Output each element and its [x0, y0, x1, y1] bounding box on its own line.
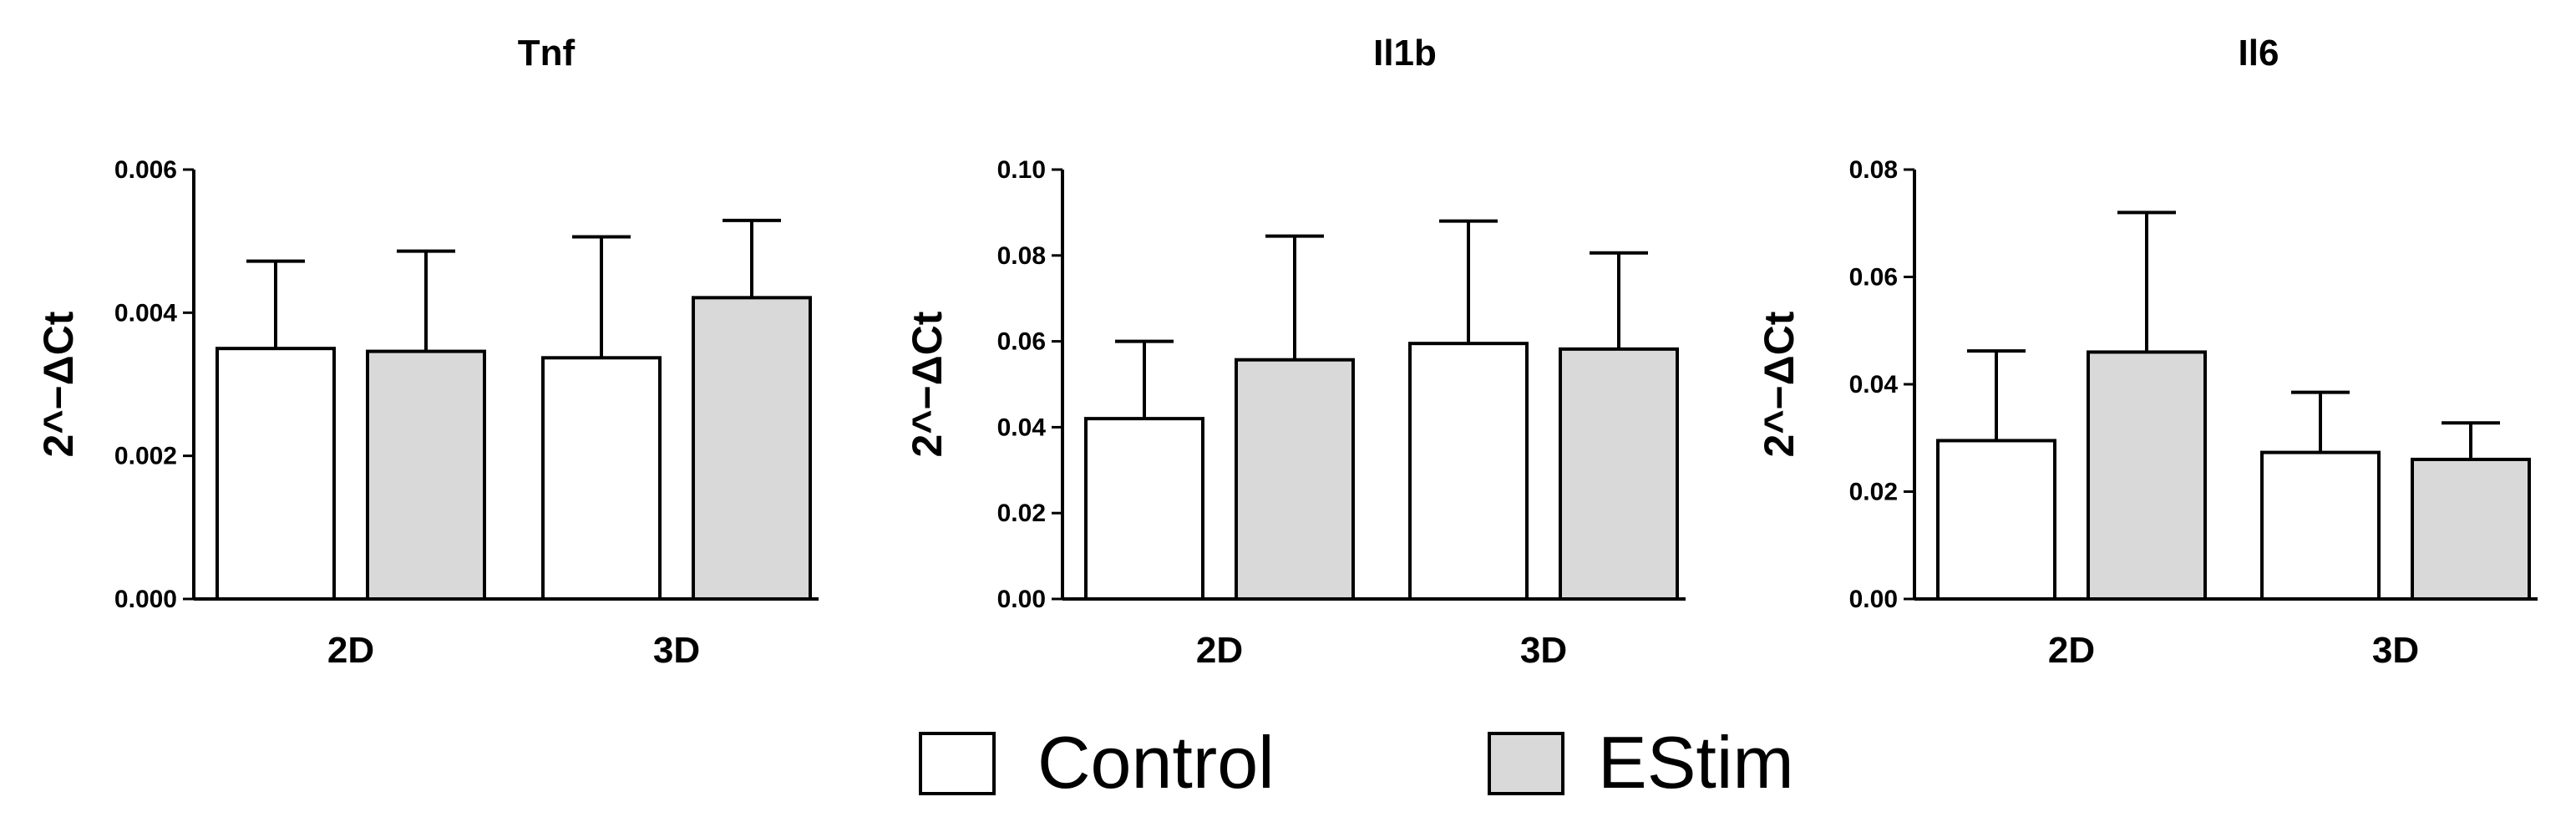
legend-swatch-control — [919, 732, 996, 795]
y-tick-label: 0.08 — [1849, 156, 1898, 184]
legend-swatch-estim — [1488, 732, 1564, 795]
bar-control-3d — [1408, 342, 1529, 601]
y-axis-label: 2^−ΔCt — [904, 311, 951, 457]
y-tick-label: 0.002 — [114, 443, 177, 470]
panel-title-il6: Il6 — [2239, 33, 2279, 74]
y-tick-label: 0.06 — [1849, 264, 1898, 292]
bar-estim-3d — [1559, 347, 1679, 601]
x-tick-label: 2D — [2048, 630, 2095, 671]
y-tick-label: 0.10 — [997, 156, 1046, 184]
bar-control-2d — [1936, 439, 2056, 601]
y-tick-label: 0.06 — [997, 328, 1046, 356]
bar-estim-2d — [2087, 350, 2207, 601]
legend-label-estim: EStim — [1598, 721, 1794, 804]
bar-control-2d — [216, 347, 336, 601]
panel-title-il1b: Il1b — [1373, 33, 1437, 74]
x-tick-label: 2D — [1196, 630, 1243, 671]
bar-estim-2d — [366, 349, 486, 601]
legend-label-control: Control — [1037, 721, 1275, 804]
y-tick-label: 0.006 — [114, 156, 177, 184]
y-tick-label: 0.00 — [997, 586, 1046, 613]
x-tick-label: 3D — [653, 630, 700, 671]
bar-control-2d — [1084, 417, 1204, 601]
bar-control-3d — [2260, 450, 2381, 601]
y-tick-label: 0.04 — [997, 414, 1047, 441]
bar-estim-3d — [2411, 457, 2531, 601]
y-axis-label: 2^−ΔCt — [35, 311, 82, 457]
y-tick-label: 0.004 — [114, 299, 177, 327]
x-tick-label: 2D — [327, 630, 374, 671]
panel-title-tnf: Tnf — [518, 33, 576, 74]
y-tick-label: 0.08 — [997, 242, 1046, 270]
bar-control-3d — [541, 356, 662, 601]
y-tick-label: 0.000 — [114, 586, 177, 613]
y-tick-label: 0.02 — [1849, 479, 1898, 506]
y-tick-label: 0.04 — [1849, 371, 1899, 398]
y-tick-label: 0.02 — [997, 500, 1046, 527]
x-tick-label: 3D — [1520, 630, 1567, 671]
bar-estim-2d — [1235, 358, 1355, 601]
y-tick-label: 0.00 — [1849, 586, 1898, 613]
y-axis-label: 2^−ΔCt — [1756, 311, 1803, 457]
bar-estim-3d — [692, 296, 812, 601]
x-tick-label: 3D — [2372, 630, 2419, 671]
